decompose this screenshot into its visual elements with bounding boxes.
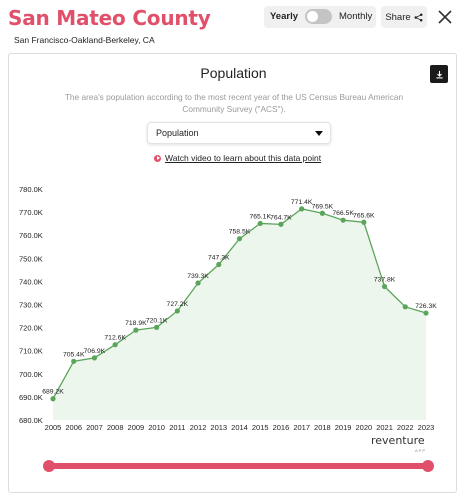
data-point [381, 283, 388, 290]
data-point [402, 304, 408, 310]
x-tick-label: 2012 [190, 423, 207, 431]
x-tick-label: 2022 [397, 423, 414, 431]
y-tick-label: 730.0K [19, 301, 43, 310]
area-fill [53, 208, 426, 420]
y-tick-label: 700.0K [19, 370, 43, 379]
y-tick-label: 780.0K [19, 185, 43, 194]
data-point [112, 342, 118, 348]
close-icon [438, 10, 452, 24]
data-point [361, 219, 367, 225]
data-point [91, 355, 98, 361]
video-link[interactable]: Watch video to learn about this data poi… [154, 153, 321, 163]
data-label: 771.4K [291, 199, 313, 206]
y-tick-label: 710.0K [19, 347, 43, 356]
y-tick-label: 740.0K [19, 277, 43, 286]
data-point [423, 310, 429, 316]
x-tick-label: 2005 [45, 423, 62, 431]
slider-handle-start[interactable] [43, 460, 55, 472]
data-point [236, 236, 243, 242]
data-label: 766.5K [332, 210, 354, 217]
caret-down-icon [315, 131, 323, 136]
data-point [257, 220, 263, 227]
x-tick-label: 2019 [335, 423, 352, 431]
x-tick-label: 2014 [231, 423, 248, 431]
x-tick-label: 2017 [293, 423, 310, 431]
x-tick-label: 2015 [252, 423, 269, 431]
y-tick-label: 680.0K [19, 416, 43, 425]
chart-card: Population The area's population accordi… [8, 53, 457, 493]
download-button[interactable] [430, 65, 448, 83]
y-tick-label: 720.0K [19, 324, 43, 333]
metric-select-value: Population [156, 128, 199, 138]
data-point [278, 221, 284, 227]
brand-logo-sub: APP [415, 448, 427, 453]
share-button[interactable]: Share [381, 6, 427, 28]
population-line-chart: 680.0K 690.0K 700.0K 710.0K 720.0K 730.0K 740.… [19, 185, 437, 431]
data-point [174, 308, 180, 314]
chart-title: Population [200, 65, 267, 81]
data-label: 718.9K [125, 320, 147, 327]
x-tick-label: 2006 [65, 423, 82, 431]
play-icon [154, 154, 161, 162]
x-tick-label: 2009 [128, 423, 145, 431]
share-icon [414, 13, 423, 21]
slider-handle-end[interactable] [422, 460, 434, 472]
page-title: San Mateo County [8, 6, 211, 30]
data-point [216, 261, 222, 268]
metric-select[interactable]: Population [147, 122, 331, 144]
x-tick-label: 2007 [86, 423, 103, 431]
toggle-label-yearly[interactable]: Yearly [270, 11, 298, 22]
data-label: 769.5K [312, 203, 334, 210]
data-point [50, 396, 56, 402]
data-point [195, 280, 201, 286]
data-point [154, 324, 160, 330]
y-tick-label: 770.0K [19, 208, 43, 217]
data-label: 739.3K [187, 273, 209, 280]
header: San Mateo County San Francisco-Oakland-B… [0, 0, 465, 50]
toggle-label-monthly[interactable]: Monthly [339, 11, 373, 22]
x-tick-label: 2016 [273, 423, 290, 431]
x-tick-label: 2021 [376, 423, 393, 431]
year-range-slider[interactable] [43, 458, 434, 474]
slider-track[interactable] [48, 463, 429, 469]
frequency-toggle[interactable]: Yearly Monthly [264, 6, 376, 28]
data-label: 764.7K [270, 214, 292, 221]
toggle-switch[interactable] [305, 9, 332, 24]
data-label: 706.9K [84, 348, 106, 355]
y-tick-label: 690.0K [19, 393, 43, 402]
toggle-knob [307, 11, 318, 22]
data-label: 712.6K [104, 335, 126, 342]
close-button[interactable] [432, 6, 458, 28]
data-label: 737.8K [374, 276, 396, 283]
chart-description: The area's population according to the m… [64, 92, 404, 114]
download-icon [435, 70, 443, 78]
brand-logo: reventure [371, 434, 425, 447]
data-label: 726.3K [415, 303, 437, 310]
y-tick-label: 760.0K [19, 231, 43, 240]
video-link-text: Watch video to learn about this data poi… [165, 153, 322, 163]
data-label: 747.3K [208, 255, 230, 262]
data-point [299, 206, 305, 212]
data-label: 758.5K [229, 229, 251, 236]
x-tick-label: 2023 [418, 423, 435, 431]
data-point [71, 358, 77, 364]
data-point [133, 327, 139, 333]
data-label: 765.1K [249, 213, 271, 220]
x-tick-label: 2018 [314, 423, 331, 431]
data-point [319, 210, 325, 216]
data-label: 727.2K [167, 301, 189, 308]
data-label: 720.1K [146, 317, 168, 324]
share-label: Share [385, 11, 411, 23]
x-tick-label: 2008 [107, 423, 124, 431]
data-point [340, 217, 346, 223]
y-tick-label: 750.0K [19, 254, 43, 263]
data-label: 689.2K [42, 389, 64, 396]
data-label: 705.4K [63, 351, 85, 358]
data-label: 765.6K [353, 212, 375, 219]
x-tick-label: 2020 [355, 423, 372, 431]
page-subtitle: San Francisco-Oakland-Berkeley, CA [14, 35, 155, 45]
x-tick-label: 2011 [169, 423, 185, 431]
x-tick-label: 2010 [148, 423, 165, 431]
x-tick-label: 2013 [210, 423, 227, 431]
